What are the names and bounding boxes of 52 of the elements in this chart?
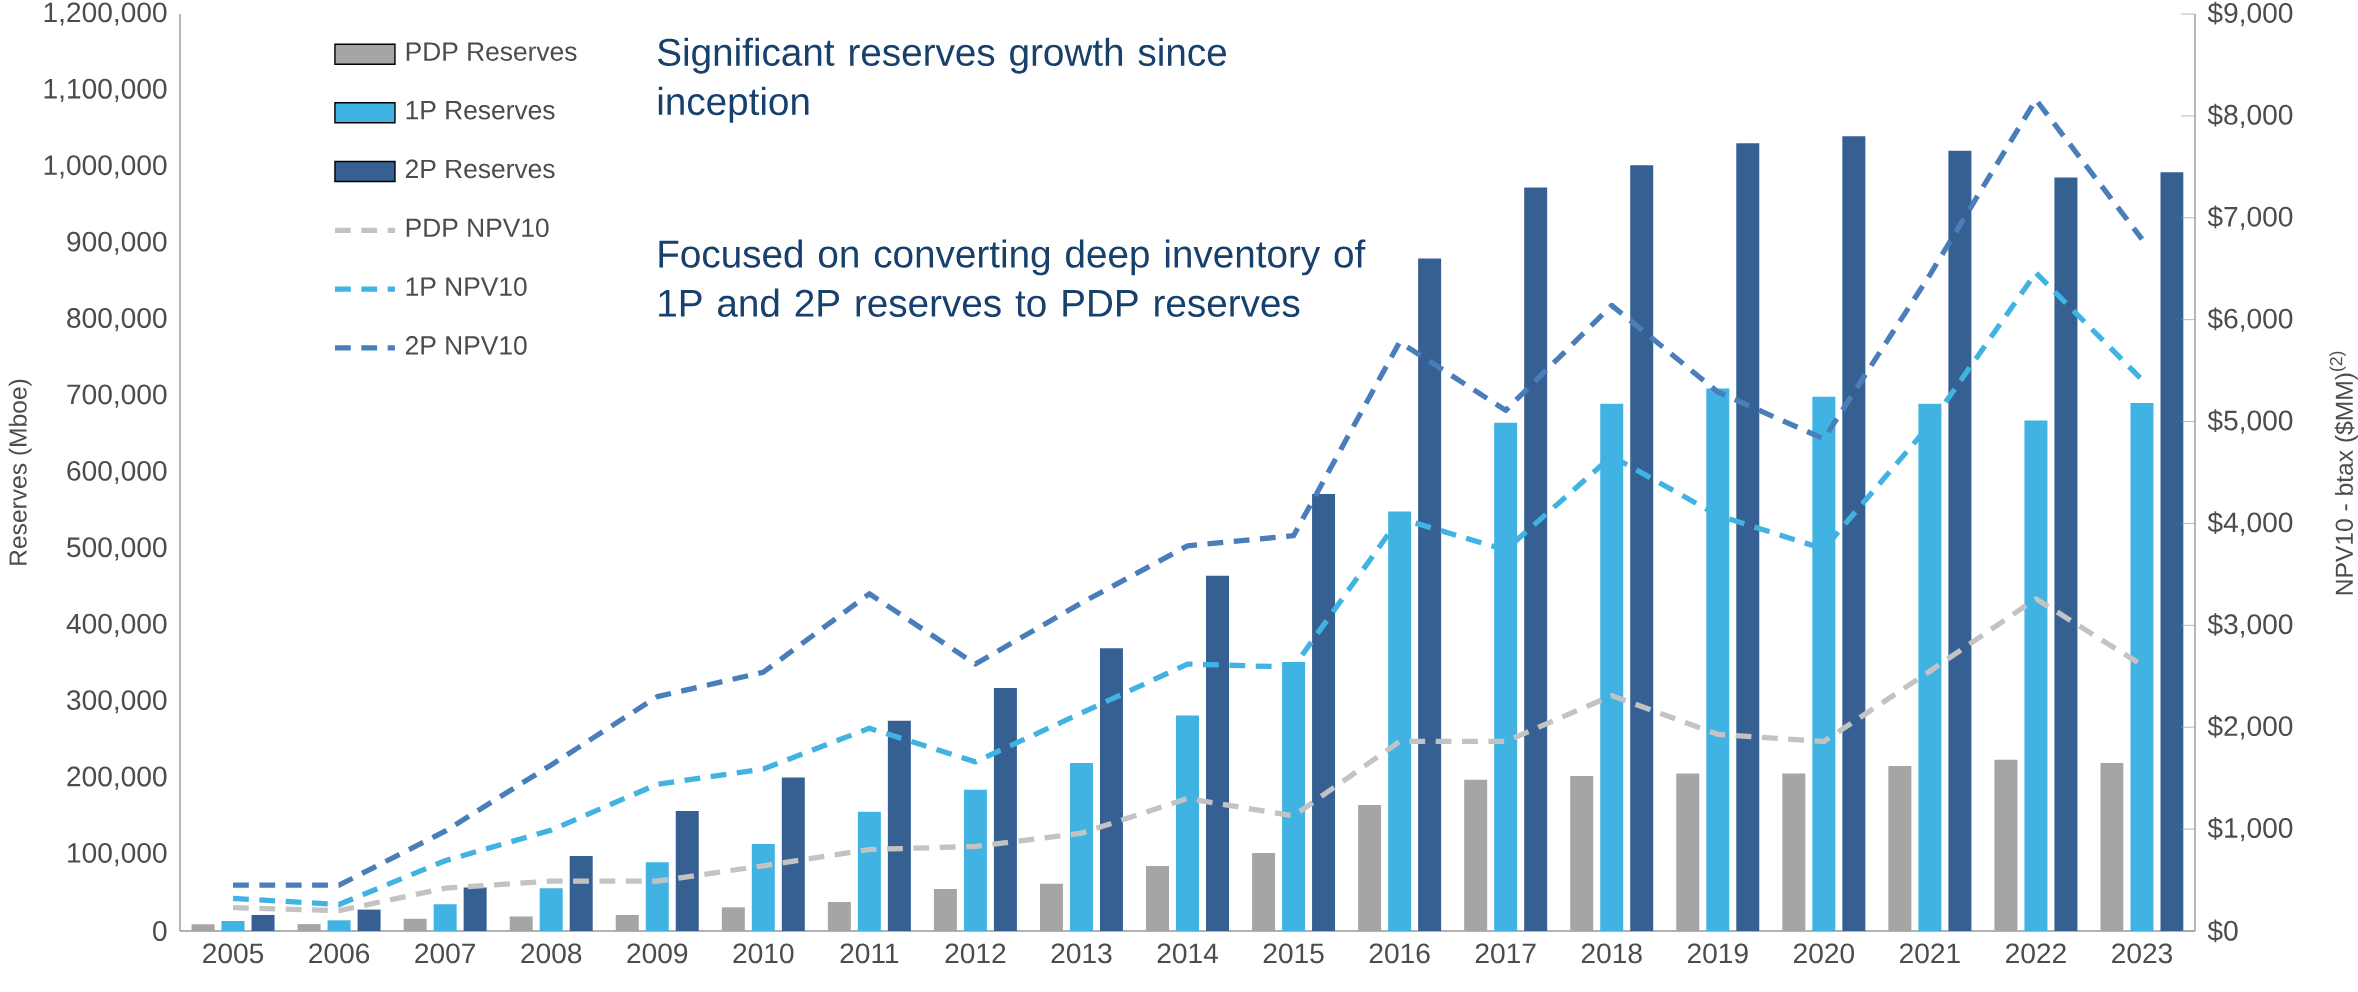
x-tick-label: 2006: [309, 943, 370, 964]
x-tick-label: 2021: [1900, 943, 1960, 964]
legend-label: PDP NPV10: [406, 218, 549, 238]
y-tick-label: 1,200,000: [44, 2, 167, 26]
x-tick-label: 2011: [840, 943, 899, 964]
x-tick-label: 2019: [1687, 943, 1748, 964]
y-tick-label: 500,000: [67, 537, 167, 561]
y2-axis-title: NPV10 - btax ($MM)$^{(2)}$: [2329, 351, 2358, 595]
y2-tick-label: $5,000: [2207, 409, 2293, 434]
annotation: Focused on converting deep inventory of 1P and 2P reserves to PDP reserves: [659, 239, 1366, 317]
y-axis-title: Reserves (Mboe): [8, 379, 32, 565]
y-tick-label: 900,000: [67, 231, 167, 255]
y2-tick-label: $7,000: [2207, 205, 2293, 230]
x-tick-label: 2008: [521, 943, 582, 964]
legend-label: 2P Reserves: [405, 159, 555, 179]
x-tick-label: 2022: [2006, 943, 2066, 964]
y-tick-label: 600,000: [67, 460, 167, 485]
annotation: Significant reserves growth since inception: [658, 37, 1226, 123]
y-tick-label: 400,000: [66, 613, 167, 637]
legend-label: 1P NPV10: [406, 277, 527, 296]
x-tick-label: 2020: [1793, 943, 1854, 964]
y2-tick-label: $1,000: [2207, 816, 2293, 842]
y2-tick-label: $6,000: [2207, 307, 2293, 332]
legend-label: PDP Reserves: [406, 42, 577, 61]
y-tick-label: 1,000,000: [44, 155, 167, 179]
x-tick-label: 2005: [203, 943, 264, 964]
x-tick-label: 2018: [1581, 943, 1642, 964]
y2-tick-label: $2,000: [2207, 714, 2293, 740]
x-tick-label: 2023: [2112, 943, 2172, 964]
x-tick-label: 2007: [415, 943, 475, 964]
y-tick-label: 800,000: [67, 308, 167, 332]
x-tick-label: 2014: [1157, 943, 1218, 964]
y-tick-label: 1,100,000: [44, 78, 167, 103]
legend-label: 2P NPV10: [405, 336, 527, 355]
y-tick-label: 200,000: [67, 766, 167, 790]
y-tick-label: 700,000: [67, 384, 167, 408]
x-tick-label: 2017: [1475, 943, 1536, 964]
y2-tick-label: $9,000: [2207, 1, 2293, 27]
x-tick-label: 2010: [733, 943, 794, 964]
y-tick-label: 0: [153, 921, 167, 941]
x-tick-label: 2012: [945, 943, 1006, 964]
y2-tick-label: $0: [2207, 919, 2238, 943]
legend-label: 1P Reserves: [406, 101, 555, 120]
y2-tick-label: $3,000: [2207, 613, 2293, 638]
x-tick-label: 2009: [627, 943, 688, 964]
x-tick-label: 2015: [1263, 943, 1324, 964]
y2-tick-label: $4,000: [2207, 511, 2293, 536]
y-tick-label: 300,000: [67, 690, 167, 714]
x-tick-label: 2013: [1051, 943, 1112, 964]
y2-tick-label: $8,000: [2207, 103, 2293, 129]
x-tick-label: 2016: [1369, 943, 1430, 964]
y-tick-label: 100,000: [68, 842, 167, 867]
